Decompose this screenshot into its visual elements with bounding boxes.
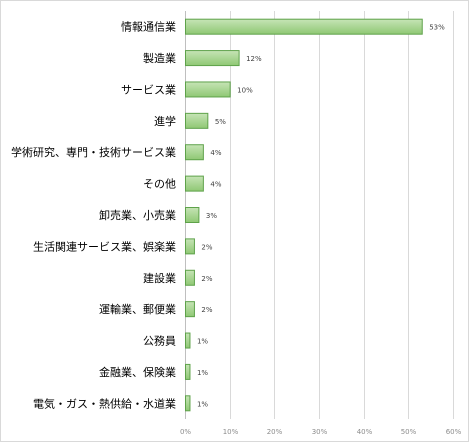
data-label: 5% xyxy=(215,118,226,126)
bar-layer xyxy=(185,18,423,412)
bar xyxy=(185,363,191,380)
bar xyxy=(185,301,195,318)
x-tick-label: 50% xyxy=(401,428,417,436)
category-label: 電気・ガス・熱供給・水道業 xyxy=(33,396,176,410)
category-label: その他 xyxy=(143,178,176,191)
category-label: 公務員 xyxy=(143,334,176,348)
category-label: 学術研究、専門・技術サービス業 xyxy=(11,145,176,159)
data-label: 4% xyxy=(210,181,221,189)
category-label: 製造業 xyxy=(143,51,176,65)
bar xyxy=(185,395,191,412)
bar xyxy=(185,238,195,255)
x-tick-label: 60% xyxy=(446,428,462,436)
x-tick-label: 10% xyxy=(223,428,239,436)
bar xyxy=(185,18,423,35)
label-layer: 情報通信業 53% 製造業 12% サービス業 10% 進学 5% 学術研究、専門・技術サービス… xyxy=(11,21,445,411)
bar xyxy=(185,112,209,129)
bar xyxy=(185,332,191,349)
data-label: 4% xyxy=(210,149,221,157)
grid-layer xyxy=(185,11,454,419)
data-label: 2% xyxy=(201,306,212,314)
data-label: 2% xyxy=(201,275,212,283)
category-label: 生活関連サービス業、娯楽業 xyxy=(33,239,176,253)
category-label: 運輸業、郵便業 xyxy=(99,302,176,316)
x-axis-ticks: 0% 10% 20% 30% 40% 50% 60% xyxy=(180,428,462,436)
bar xyxy=(185,81,231,98)
x-tick-label: 40% xyxy=(357,428,373,436)
category-label: 金融業、保険業 xyxy=(99,365,176,379)
x-tick-label: 20% xyxy=(267,428,283,436)
bar xyxy=(185,175,204,192)
category-label: 情報通信業 xyxy=(121,21,176,34)
x-tick-label: 0% xyxy=(180,428,191,436)
x-tick-label: 30% xyxy=(312,428,328,436)
bar xyxy=(185,269,195,286)
category-label: 進学 xyxy=(154,114,176,128)
data-label: 2% xyxy=(201,243,212,251)
category-label: 卸売業、小売業 xyxy=(99,208,176,222)
category-label: 建設業 xyxy=(143,271,176,285)
data-label: 12% xyxy=(246,55,262,63)
data-label: 3% xyxy=(206,212,217,220)
data-label: 1% xyxy=(197,338,208,346)
data-label: 10% xyxy=(237,86,253,94)
data-label: 1% xyxy=(197,369,208,377)
bar xyxy=(185,144,204,161)
bar xyxy=(185,50,240,67)
data-label: 53% xyxy=(429,24,445,32)
bar xyxy=(185,207,200,223)
category-label: サービス業 xyxy=(121,83,176,96)
data-label: 1% xyxy=(197,400,208,408)
